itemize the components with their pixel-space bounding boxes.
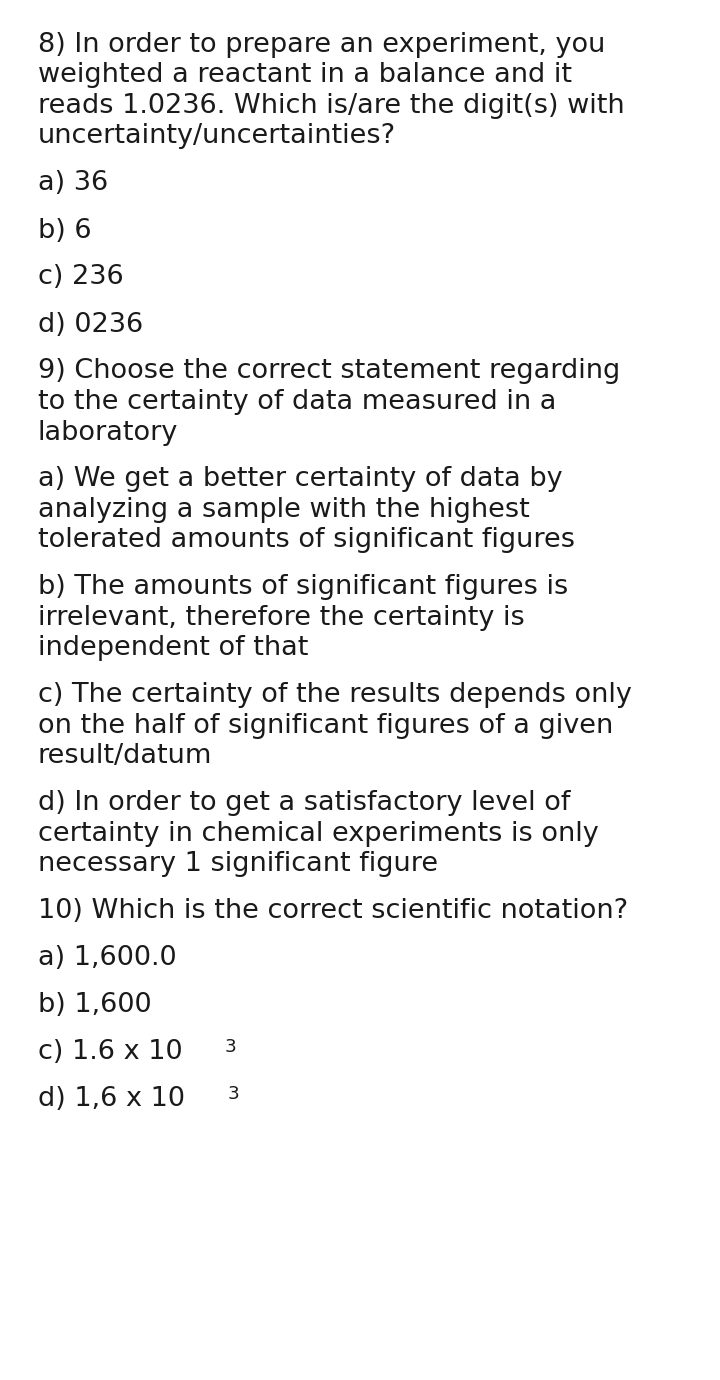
Text: 3: 3	[228, 1085, 240, 1103]
Text: laboratory: laboratory	[38, 420, 179, 446]
Text: c) 1.6 x 10: c) 1.6 x 10	[38, 1039, 183, 1065]
Text: d) 0236: d) 0236	[38, 312, 143, 338]
Text: 3: 3	[225, 1038, 236, 1056]
Text: d) In order to get a satisfactory level of: d) In order to get a satisfactory level …	[38, 791, 570, 817]
Text: weighted a reactant in a balance and it: weighted a reactant in a balance and it	[38, 62, 572, 88]
Text: c) The certainty of the results depends only: c) The certainty of the results depends …	[38, 683, 632, 708]
Text: a) 1,600.0: a) 1,600.0	[38, 945, 176, 972]
Text: 10) Which is the correct scientific notation?: 10) Which is the correct scientific nota…	[38, 898, 628, 925]
Text: d) 1,6 x 10: d) 1,6 x 10	[38, 1086, 185, 1112]
Text: reads 1.0236. Which is/are the digit(s) with: reads 1.0236. Which is/are the digit(s) …	[38, 92, 625, 119]
Text: b) The amounts of significant figures is: b) The amounts of significant figures is	[38, 574, 568, 600]
Text: b) 6: b) 6	[38, 218, 91, 243]
Text: necessary 1 significant figure: necessary 1 significant figure	[38, 851, 438, 878]
Text: on the half of significant figures of a given: on the half of significant figures of a …	[38, 713, 613, 740]
Text: result/datum: result/datum	[38, 744, 212, 770]
Text: 9) Choose the correct statement regarding: 9) Choose the correct statement regardin…	[38, 359, 620, 385]
Text: to the certainty of data measured in a: to the certainty of data measured in a	[38, 389, 557, 415]
Text: c) 236: c) 236	[38, 265, 124, 291]
Text: independent of that: independent of that	[38, 636, 308, 661]
Text: analyzing a sample with the highest: analyzing a sample with the highest	[38, 497, 530, 523]
Text: certainty in chemical experiments is only: certainty in chemical experiments is onl…	[38, 821, 599, 847]
Text: a) We get a better certainty of data by: a) We get a better certainty of data by	[38, 466, 562, 493]
Text: a) 36: a) 36	[38, 171, 108, 196]
Text: irrelevant, therefore the certainty is: irrelevant, therefore the certainty is	[38, 604, 525, 631]
Text: tolerated amounts of significant figures: tolerated amounts of significant figures	[38, 527, 575, 553]
Text: 8) In order to prepare an experiment, you: 8) In order to prepare an experiment, yo…	[38, 32, 606, 58]
Text: uncertainty/uncertainties?: uncertainty/uncertainties?	[38, 123, 396, 149]
Text: b) 1,600: b) 1,600	[38, 992, 152, 1018]
